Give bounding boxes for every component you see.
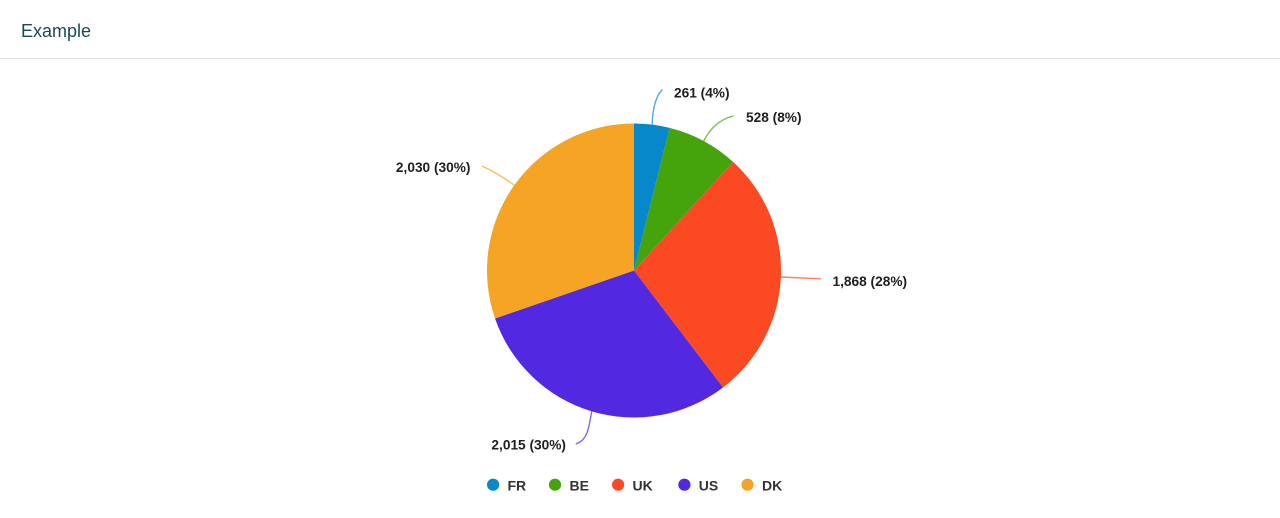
svg-text:2,015 (30%): 2,015 (30%) [491, 438, 566, 453]
svg-text:2,030 (30%): 2,030 (30%) [396, 160, 471, 175]
svg-text:UK: UK [633, 478, 653, 494]
svg-text:261 (4%): 261 (4%) [674, 85, 730, 100]
svg-text:US: US [699, 478, 718, 494]
svg-text:FR: FR [508, 478, 527, 494]
svg-text:BE: BE [570, 478, 589, 494]
svg-text:528 (8%): 528 (8%) [746, 110, 802, 125]
svg-text:DK: DK [762, 478, 782, 494]
svg-text:1,868 (28%): 1,868 (28%) [833, 274, 908, 289]
